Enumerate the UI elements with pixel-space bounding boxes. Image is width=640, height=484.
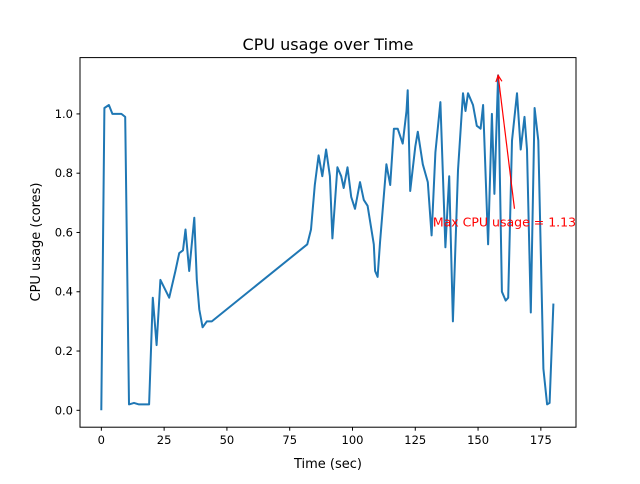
x-tick-label: 75 <box>282 433 297 447</box>
chart-title: CPU usage over Time <box>243 35 414 54</box>
y-tick-label: 0.0 <box>55 403 73 417</box>
y-tick-label: 0.6 <box>55 225 73 239</box>
annotation-label: Max CPU usage = 1.13 <box>433 215 576 230</box>
y-tick-label: 0.4 <box>55 285 73 299</box>
y-tick-label: 1.0 <box>55 107 73 121</box>
y-axis-label: CPU usage (cores) <box>29 183 44 302</box>
x-tick-label: 100 <box>342 433 364 447</box>
y-tick-label: 0.8 <box>55 166 73 180</box>
annotation-arrow <box>497 75 516 209</box>
x-tick-label: 50 <box>220 433 235 447</box>
annotation-arrowhead <box>495 74 503 83</box>
y-tick-label: 0.2 <box>55 344 73 358</box>
x-axis-label: Time (sec) <box>293 457 362 472</box>
x-tick-label: 175 <box>530 433 552 447</box>
x-tick-label: 25 <box>157 433 172 447</box>
x-tick-label: 125 <box>404 433 426 447</box>
axes-frame <box>79 57 577 428</box>
x-tick-label: 0 <box>98 433 105 447</box>
x-tick-label: 150 <box>467 433 489 447</box>
